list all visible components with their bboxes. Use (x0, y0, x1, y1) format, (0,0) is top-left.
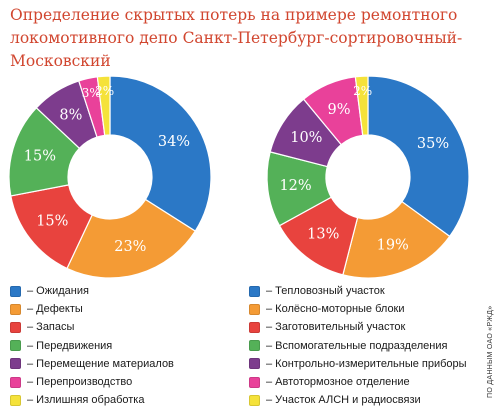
legend-item-left-5: – Перепроизводство (10, 373, 240, 391)
legend-swatch (249, 340, 260, 352)
legend-swatch (249, 394, 260, 406)
legend-right: – Тепловозный участок – Колёсно-моторные … (249, 282, 484, 409)
slice-left-6 (96, 75, 111, 137)
legend-item-right-3: – Вспомогательные подразделения (249, 337, 484, 355)
legend-item-right-4: – Контрольно-измерительные приборы (249, 355, 484, 373)
legend-swatch (10, 321, 21, 333)
slice-right-0 (367, 75, 470, 238)
donut-chart-left: 34% 23% 15% 15% 8%3%2% (8, 75, 212, 279)
legend-item-right-1: – Колёсно-моторные блоки (249, 300, 484, 318)
slice-left-1 (66, 198, 197, 279)
legend-item-right-5: – Автотормозное отделение (249, 373, 484, 391)
legend-label: – Вспомогательные подразделения (266, 339, 448, 352)
slice-label-right-2: 13% (307, 227, 339, 243)
legend-label: – Участок АЛСН и радиосвязи (266, 394, 421, 407)
legend-item-right-0: – Тепловозный участок (249, 282, 484, 300)
legend-swatch (10, 394, 21, 406)
slice-label-left-3: 15% (24, 149, 56, 165)
slice-label-right-3: 12% (279, 178, 311, 194)
legend-swatch (249, 303, 260, 315)
slice-label-right-1: 19% (377, 238, 409, 254)
slice-label-left-4: 8% (59, 107, 82, 123)
slice-label-right-0: 35% (417, 136, 449, 152)
legend-item-left-1: – Дефекты (10, 300, 240, 318)
legend-label: – Заготовительный участок (266, 321, 406, 334)
legend-swatch (10, 303, 21, 315)
legend-swatch (10, 376, 21, 388)
legend-item-left-6: – Излишняя обработка (10, 391, 240, 409)
slice-label-left-1: 23% (114, 239, 146, 255)
legend-label: – Излишняя обработка (27, 394, 145, 407)
legend-item-left-2: – Запасы (10, 318, 240, 336)
slice-label-left-2: 15% (36, 214, 68, 230)
donut-chart-right: 35% 19% 13% 12% 10% 9%2% (266, 75, 470, 279)
legend-item-right-6: – Участок АЛСН и радиосвязи (249, 391, 484, 409)
slice-label-right-4: 10% (290, 130, 322, 146)
slice-label-left-5: 3% (82, 86, 101, 100)
legend-left: – Ожидания – Дефекты – Запасы – Передвижени… (10, 282, 240, 409)
slice-label-left-0: 34% (158, 134, 190, 150)
legend-label: – Перемещение материалов (27, 357, 174, 370)
legend-label: – Дефекты (27, 303, 83, 316)
legend-swatch (10, 285, 21, 297)
legend-swatch (10, 358, 21, 370)
legend-item-left-0: – Ожидания (10, 282, 240, 300)
legend-label: – Ожидания (27, 285, 89, 298)
legend-swatch (249, 376, 260, 388)
legend-swatch (249, 321, 260, 333)
slice-label-right-5: 9% (328, 102, 351, 118)
legend-swatch (249, 285, 260, 297)
slice-label-left-6: 2% (95, 84, 114, 98)
legend-label: – Запасы (27, 321, 75, 334)
slice-right-6 (354, 75, 369, 137)
legend-swatch (10, 340, 21, 352)
legend-item-left-3: – Передвижения (10, 337, 240, 355)
legend-label: – Перепроизводство (27, 376, 133, 389)
source-note: ПО ДАННЫМ ОАО «РЖД» (487, 305, 494, 398)
legend-swatch (249, 358, 260, 370)
legend-label: – Колёсно-моторные блоки (266, 303, 405, 316)
slice-label-right-6: 2% (353, 84, 372, 98)
legend-label: – Автотормозное отделение (266, 376, 410, 389)
legend-item-left-4: – Перемещение материалов (10, 355, 240, 373)
legend-item-right-2: – Заготовительный участок (249, 318, 484, 336)
legend-label: – Тепловозный участок (266, 285, 385, 298)
legend-label: – Контрольно-измерительные приборы (266, 357, 467, 370)
chart-title: Определение скрытых потерь на примере ре… (10, 6, 463, 70)
slice-left-0 (109, 75, 212, 232)
slice-right-1 (342, 200, 451, 279)
legend-label: – Передвижения (27, 339, 113, 352)
